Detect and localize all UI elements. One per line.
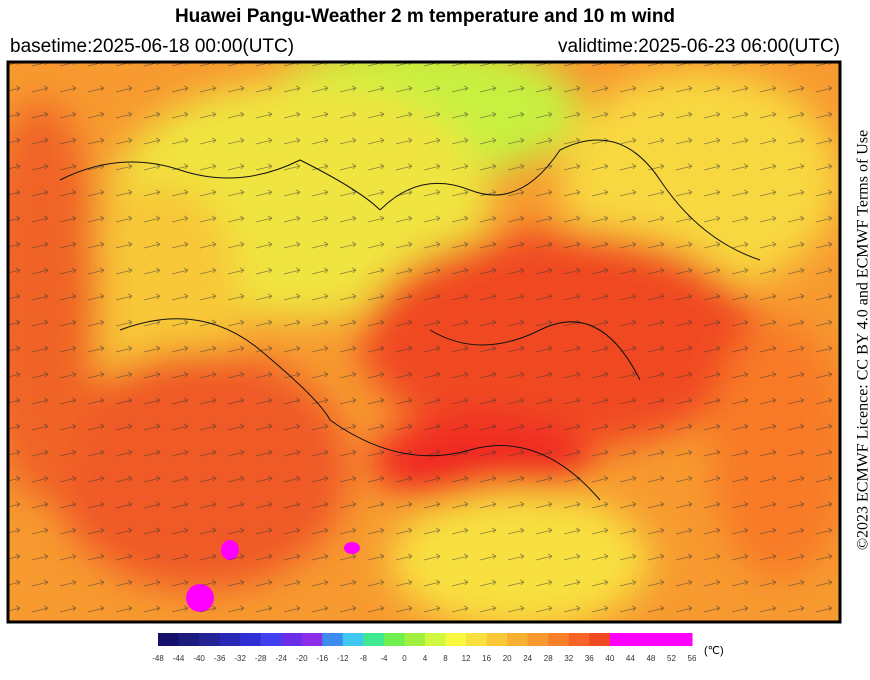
map-frame <box>6 60 842 624</box>
colorbar-segment <box>178 633 200 646</box>
colorbar-tick-label: -24 <box>275 654 287 663</box>
colorbar-tick-label: 44 <box>626 654 635 663</box>
license: ©2023 ECMWF Licence: CC BY 4.0 and ECMWF… <box>855 130 870 550</box>
colorbar: -48 -44 -40 -36 -32 -28 -24 -20 -16 -12 -8 -4 0 4 8 12 1… <box>152 633 697 663</box>
colorbar-tick-label: -48 <box>152 654 164 663</box>
map <box>8 62 840 622</box>
colorbar-tick-label: -28 <box>255 654 267 663</box>
colorbar-segment <box>342 633 364 646</box>
colorbar-tick-label: 8 <box>443 654 448 663</box>
colorbar-segment <box>568 633 590 646</box>
colorbar-tick-label: 0 <box>402 654 407 663</box>
colorbar-segment <box>383 633 405 646</box>
colorbar-segment <box>650 633 672 646</box>
colorbar-segment <box>363 633 385 646</box>
colorbar-tick-label: 36 <box>585 654 594 663</box>
colorbar-segment <box>609 633 631 646</box>
colorbar-segment <box>445 633 467 646</box>
colorbar-segment <box>322 633 344 646</box>
colorbar-segment <box>548 633 570 646</box>
colorbar-segment <box>425 633 447 646</box>
colorbar-segment <box>486 633 508 646</box>
basetime: basetime:2025-06-18 00:00(UTC) <box>10 36 294 57</box>
colorbar-segment <box>527 633 549 646</box>
colorbar-segment <box>199 633 221 646</box>
colorbar-segment <box>466 633 488 646</box>
colorbar-tick-label: 16 <box>482 654 491 663</box>
colorbar-tick-label: -44 <box>173 654 185 663</box>
colorbar-tick-label: 28 <box>544 654 553 663</box>
validtime: validtime:2025-06-23 06:00(UTC) <box>558 36 840 57</box>
colorbar-tick-label: -20 <box>296 654 308 663</box>
colorbar-tick-label: -16 <box>317 654 329 663</box>
colorbar-tick-label: 20 <box>503 654 512 663</box>
colorbar-tick-label: -12 <box>337 654 349 663</box>
colorbar-segment <box>281 633 303 646</box>
colorbar-tick-label: 32 <box>564 654 573 663</box>
colorbar-segment <box>158 633 180 646</box>
colorbar-segment <box>589 633 611 646</box>
colorbar-tick-label: -32 <box>234 654 246 663</box>
colorbar-segment <box>219 633 241 646</box>
colorbar-tick-label: 52 <box>667 654 676 663</box>
colorbar-tick-label: 24 <box>523 654 532 663</box>
colorbar-tick-label: -8 <box>360 654 368 663</box>
colorbar-tick-label: 40 <box>605 654 614 663</box>
colorbar-tick-label: 56 <box>688 654 697 663</box>
colorbar-segment <box>260 633 282 646</box>
colorbar-segment <box>301 633 323 646</box>
colorbar-tick-label: 12 <box>462 654 471 663</box>
colorbar-segment <box>507 633 529 646</box>
colorbar-tick-label: -36 <box>214 654 226 663</box>
colorbar-unit: (℃) <box>704 645 724 657</box>
colorbar-segment <box>240 633 262 646</box>
colorbar-tick-label: 48 <box>646 654 655 663</box>
colorbar-segment <box>671 633 693 646</box>
colorbar-segment <box>630 633 652 646</box>
colorbar-segment <box>404 633 426 646</box>
colorbar-tick-label: -40 <box>193 654 205 663</box>
title: Huawei Pangu-Weather 2 m temperature and… <box>175 6 675 27</box>
colorbar-tick-label: 4 <box>423 654 428 663</box>
colorbar-tick-label: -4 <box>380 654 388 663</box>
